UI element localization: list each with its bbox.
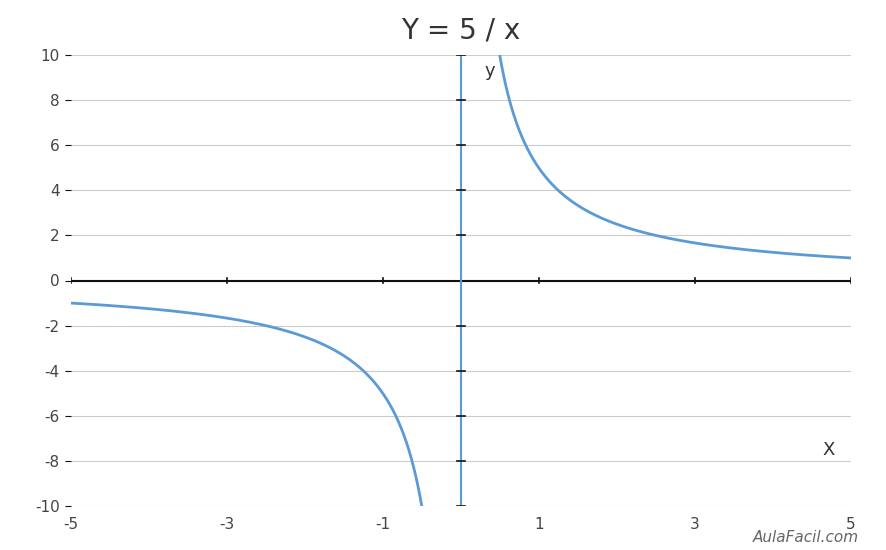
Text: y: y [484,62,494,80]
Text: X: X [822,441,835,459]
Text: AulaFacil.com: AulaFacil.com [753,530,859,544]
Title: Y = 5 / x: Y = 5 / x [401,16,520,45]
